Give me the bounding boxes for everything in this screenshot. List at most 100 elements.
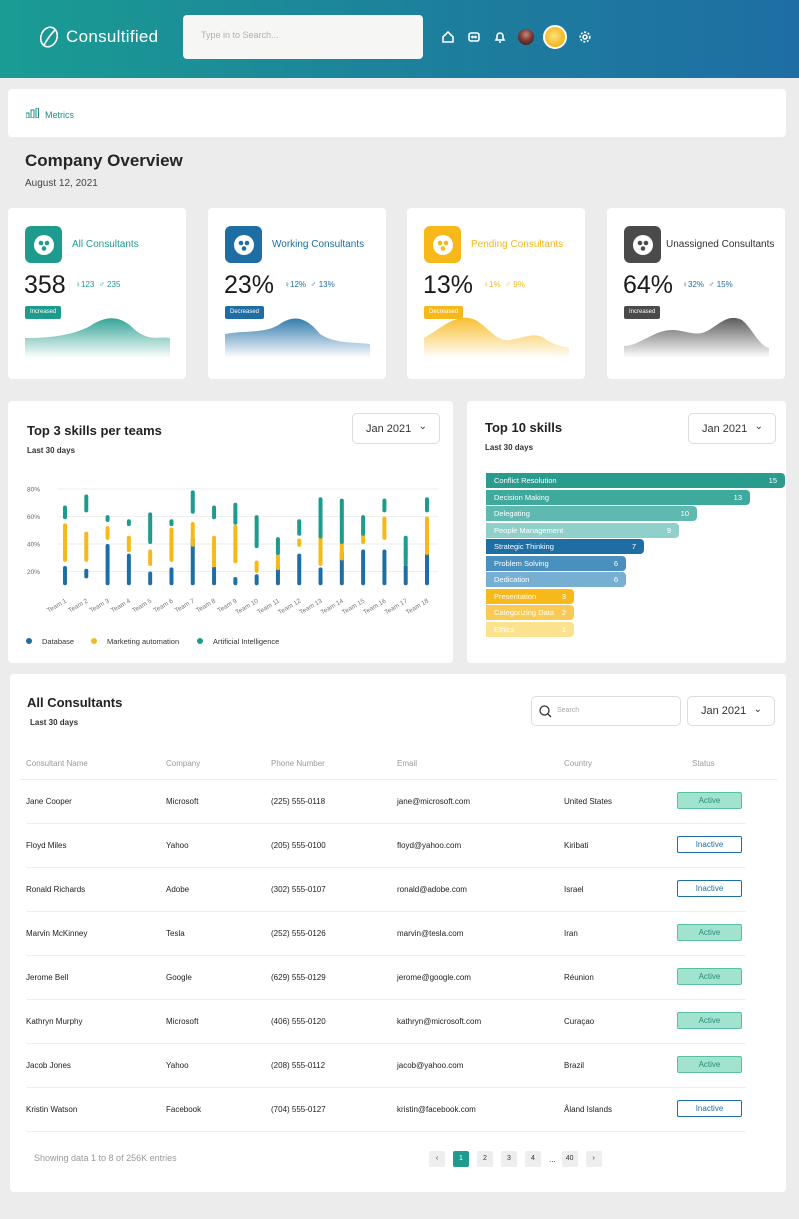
y-tick-label: 60% (27, 514, 40, 521)
user-avatar[interactable] (518, 29, 534, 45)
skill-value: 9 (666, 525, 671, 535)
consultants-subtitle: Last 30 days (30, 718, 79, 727)
stat-card[interactable]: Pending Consultants 13% ♀1% ♂ 9% Decreas… (407, 208, 585, 379)
cell-phone: (205) 555-0100 (271, 841, 326, 850)
profile-avatar[interactable] (543, 25, 567, 49)
skill-bar[interactable]: Conflict Resolution 15 (486, 473, 785, 488)
page-button[interactable]: 1 (453, 1151, 469, 1167)
table-row[interactable]: Marvin McKinney Tesla (252) 555-0126 marvin… (26, 912, 746, 956)
x-tick-label: Team 7 (174, 597, 196, 614)
status-badge[interactable]: Inactive (677, 836, 742, 853)
table-row[interactable]: Jane Cooper Microsoft (225) 555-0118 jane@m… (26, 780, 746, 824)
page-button[interactable]: 3 (501, 1151, 517, 1167)
next-page-icon[interactable]: › (585, 1151, 602, 1167)
status-badge[interactable]: Inactive (677, 880, 742, 897)
prev-page-icon[interactable]: ‹ (429, 1151, 445, 1167)
cell-company: Facebook (166, 1105, 202, 1114)
y-tick-label: 40% (27, 542, 40, 549)
table-row[interactable]: Jerome Bell Google (629) 555-0129 jerome@go… (26, 956, 746, 1000)
x-tick-label: Team 15 (341, 597, 366, 616)
x-tick-label: Team 3 (89, 597, 111, 614)
status-badge[interactable]: Inactive (677, 1100, 742, 1117)
breadcrumb-metrics[interactable]: Metrics (45, 110, 74, 120)
cell-name: Marvin McKinney (26, 929, 88, 938)
table-row[interactable]: Floyd Miles Yahoo (205) 555-0100 floyd@yaho… (26, 824, 746, 868)
page-button[interactable]: 40 (561, 1151, 578, 1167)
skill-bar[interactable]: Categorizing Data 2 (486, 605, 574, 620)
skill-value: 6 (613, 558, 618, 568)
app-logo[interactable]: Consultified (38, 24, 158, 50)
skill-value: 1 (561, 624, 566, 634)
chat-icon[interactable] (466, 29, 482, 45)
status-badge[interactable]: Active (677, 968, 742, 985)
skills-team-subtitle: Last 30 days (27, 446, 76, 455)
consultant-search-input[interactable]: Search (531, 696, 681, 726)
stat-card[interactable]: All Consultants 358 ♀123 ♂ 235 Increased (8, 208, 186, 379)
column-header[interactable]: Company (166, 759, 201, 768)
table-row[interactable]: Kristin Watson Facebook (704) 555-0127 kris… (26, 1088, 746, 1132)
consultants-period-select[interactable]: Jan 2021 ⌄ (687, 696, 775, 726)
legend-marker (91, 638, 97, 644)
status-badge[interactable]: Active (677, 1012, 742, 1029)
top-skills-subtitle: Last 30 days (485, 443, 534, 452)
legend-label: Artificial Intelligence (213, 637, 279, 646)
home-icon[interactable] (440, 29, 456, 45)
female-icon: ♀ (284, 280, 290, 289)
cell-email: jane@microsoft.com (397, 797, 471, 806)
gender-stats: ♀123 ♂ 235 (75, 280, 120, 289)
skill-bar[interactable]: Ethics 1 (486, 621, 574, 637)
status-badge[interactable]: Active (677, 924, 742, 941)
cell-country: United States (564, 797, 613, 806)
skills-per-team-panel: Top 3 skills per teams Last 30 days Jan … (8, 401, 453, 663)
x-tick-label: Team 5 (131, 597, 153, 614)
cell-company: Yahoo (166, 1061, 189, 1070)
cell-email: jerome@google.com (397, 973, 471, 982)
stat-card[interactable]: Unassigned Consultants 64% ♀32% ♂ 15% In… (607, 208, 785, 379)
skill-bar[interactable]: Presentation 3 (486, 588, 574, 604)
cell-company: Adobe (166, 885, 190, 894)
skill-bar[interactable]: Problem Solving 6 (486, 555, 626, 571)
skill-value: 13 (733, 492, 742, 502)
skill-bar[interactable]: Decision Making 13 (486, 489, 750, 505)
table-row[interactable]: Kathryn Murphy Microsoft (406) 555-0120 kat… (26, 1000, 746, 1044)
skill-bar[interactable]: Dedication 6 (486, 572, 626, 587)
bell-icon[interactable] (492, 29, 508, 45)
status-badge[interactable]: Active (677, 792, 742, 809)
pagination-ellipsis: ... (549, 1154, 556, 1164)
column-header[interactable]: Phone Number (271, 759, 325, 768)
cell-phone: (704) 555-0127 (271, 1105, 326, 1114)
column-header[interactable]: Country (564, 759, 593, 768)
legend-label: Marketing automation (107, 637, 179, 646)
column-header[interactable]: Email (397, 759, 418, 768)
stat-card[interactable]: Working Consultants 23% ♀12% ♂ 13% Decre… (208, 208, 386, 379)
gear-icon[interactable] (577, 29, 593, 45)
skill-bar[interactable]: Delegating 10 (486, 506, 697, 521)
skill-bar[interactable]: Strategic Thinking 7 (486, 539, 644, 554)
legend-marker (26, 638, 32, 644)
cell-name: Ronald Richards (26, 885, 86, 894)
column-header[interactable]: Status (692, 759, 715, 768)
table-row[interactable]: Jacob Jones Yahoo (208) 555-0112 jacob@yaho… (26, 1044, 746, 1088)
cell-company: Tesla (166, 929, 185, 938)
chevron-down-icon: ⌄ (754, 421, 763, 432)
page-button[interactable]: 4 (525, 1151, 541, 1167)
global-search-input[interactable]: Type in to Search... (183, 15, 423, 59)
cell-name: Jerome Bell (26, 973, 69, 982)
column-header[interactable]: Consultant Name (26, 759, 88, 768)
cell-phone: (302) 555-0107 (271, 885, 326, 894)
x-tick-label: Team 4 (110, 597, 132, 614)
page-button[interactable]: 2 (477, 1151, 493, 1167)
skill-name: Strategic Thinking (494, 542, 554, 551)
table-row[interactable]: Ronald Richards Adobe (302) 555-0107 ronald… (26, 868, 746, 912)
page-title: Company Overview (25, 151, 183, 170)
cell-company: Microsoft (166, 1017, 199, 1026)
cell-phone: (629) 555-0129 (271, 973, 326, 982)
skills-team-period-select[interactable]: Jan 2021 ⌄ (352, 413, 440, 444)
top-skills-period-select[interactable]: Jan 2021 ⌄ (688, 413, 776, 444)
status-badge[interactable]: Active (677, 1056, 742, 1073)
skill-bar[interactable]: People Management 9 (486, 522, 679, 538)
female-icon: ♀ (682, 280, 688, 289)
search-icon (539, 705, 552, 718)
skill-name: Delegating (494, 509, 530, 518)
card-title: Unassigned Consultants (666, 239, 775, 250)
